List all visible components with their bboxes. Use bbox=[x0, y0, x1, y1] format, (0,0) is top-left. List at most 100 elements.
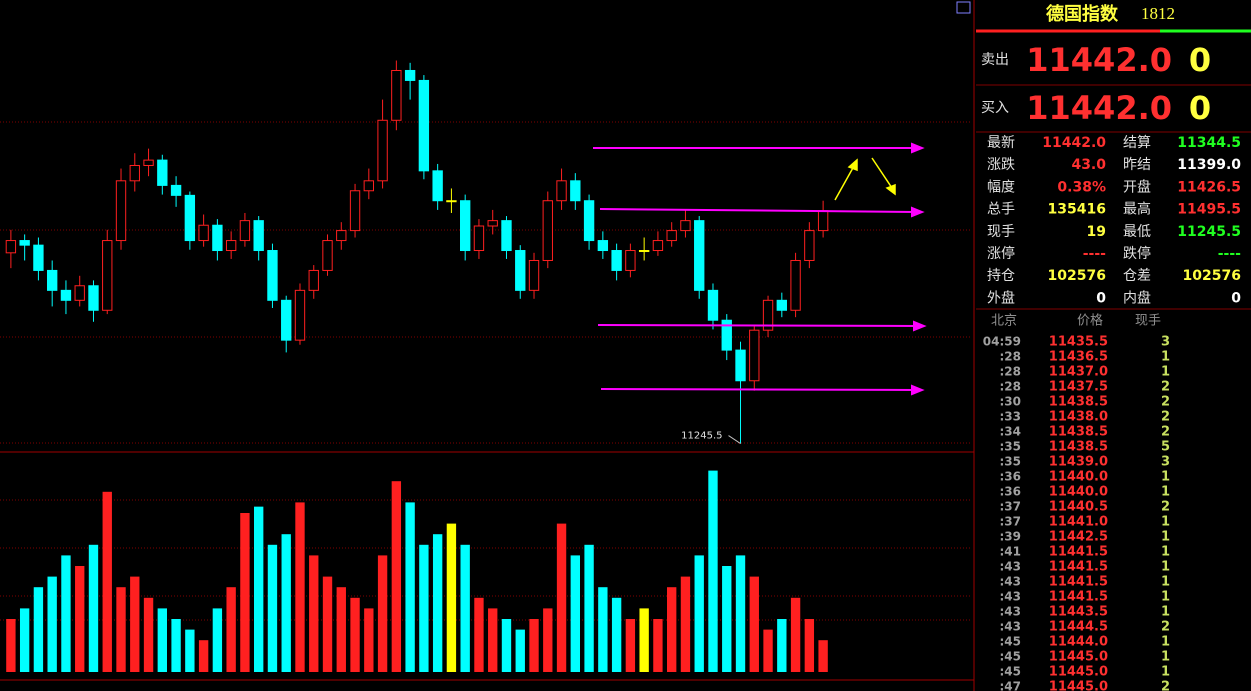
tick-time: :43 bbox=[1000, 575, 1022, 589]
volume-bar bbox=[667, 587, 677, 672]
field-label: 最新 bbox=[987, 135, 1015, 151]
tick-price: 11436.5 bbox=[1049, 350, 1108, 365]
tick-price: 11441.5 bbox=[1049, 575, 1108, 590]
candle-body bbox=[60, 289, 72, 301]
field-label: 结算 bbox=[1123, 135, 1151, 151]
tick-qty: 1 bbox=[1161, 365, 1170, 380]
tick-price: 11438.5 bbox=[1049, 440, 1108, 455]
field-label: 最低 bbox=[1123, 224, 1151, 240]
tick-price: 11438.0 bbox=[1049, 410, 1108, 425]
candle-body bbox=[721, 319, 732, 351]
tick-qty: 1 bbox=[1161, 470, 1170, 485]
volume-bar bbox=[474, 597, 484, 672]
candle-body bbox=[5, 240, 17, 254]
volume-bar bbox=[694, 555, 704, 672]
tick-price: 11445.0 bbox=[1049, 665, 1108, 680]
volume-bar bbox=[529, 619, 539, 672]
candle-body bbox=[625, 250, 636, 271]
tick-qty: 1 bbox=[1161, 605, 1170, 620]
volume-bar bbox=[818, 640, 828, 672]
field-value: 43.0 bbox=[1071, 157, 1106, 173]
tick-time: :43 bbox=[1000, 620, 1022, 634]
quote-fields: 最新 11442.0 结算 11344.5 涨跌 43.0 昨结 11399.0 幅度 0.38%… bbox=[987, 135, 1241, 306]
candle-body bbox=[528, 259, 540, 291]
tick-price: 11440.0 bbox=[1049, 485, 1108, 500]
volume-bar bbox=[350, 597, 360, 672]
field-value: ---- bbox=[1218, 246, 1241, 262]
tick-header: 北京 bbox=[991, 314, 1017, 329]
tick-qty: 2 bbox=[1161, 620, 1170, 635]
field-value: 11344.5 bbox=[1177, 135, 1241, 151]
candle-body bbox=[74, 285, 85, 301]
volume-bar bbox=[102, 491, 112, 672]
volume-bar bbox=[432, 534, 443, 672]
candle-body bbox=[473, 225, 485, 252]
volume-bar bbox=[556, 523, 567, 672]
candle-body bbox=[225, 240, 237, 252]
tick-time: :28 bbox=[1000, 380, 1022, 394]
tick-price: 11441.5 bbox=[1049, 560, 1108, 575]
volume-bar bbox=[6, 619, 16, 672]
candle-body bbox=[680, 220, 691, 232]
tick-qty: 2 bbox=[1161, 395, 1170, 410]
tick-price: 11445.0 bbox=[1049, 650, 1108, 665]
annotation-lines bbox=[593, 142, 927, 396]
volume-bar bbox=[185, 629, 195, 672]
tick-list: 北京 价格 现手 04:59 11435.5 3:28 11436.5 1:28 11437.0… bbox=[983, 313, 1170, 691]
volume-bar bbox=[419, 544, 429, 672]
tick-time: :37 bbox=[1000, 500, 1022, 514]
layout-icon[interactable] bbox=[956, 1, 971, 14]
candle-body bbox=[597, 240, 609, 252]
field-value: 0.38% bbox=[1057, 179, 1106, 195]
tick-time: :35 bbox=[1000, 440, 1022, 454]
candle-body bbox=[281, 299, 292, 341]
volume-bar bbox=[625, 619, 636, 672]
tick-time: :35 bbox=[1000, 455, 1022, 469]
sell-label: 卖出 bbox=[981, 52, 1009, 68]
candle-body bbox=[212, 224, 223, 252]
candle-body bbox=[542, 200, 553, 261]
tick-qty: 1 bbox=[1161, 575, 1170, 590]
tick-qty: 1 bbox=[1161, 560, 1170, 575]
tick-time: :45 bbox=[1000, 650, 1022, 664]
instrument-code: 1812 bbox=[1141, 4, 1175, 23]
volume-bar bbox=[460, 544, 470, 672]
volume-bar bbox=[584, 544, 594, 672]
volume-bar bbox=[130, 576, 140, 672]
candle-body bbox=[184, 194, 196, 242]
volume-bar bbox=[405, 502, 415, 672]
candle-body bbox=[762, 299, 774, 331]
tick-price: 11438.5 bbox=[1049, 395, 1108, 410]
candle-body bbox=[735, 349, 746, 382]
field-value: 0 bbox=[1231, 290, 1241, 306]
candle-body bbox=[790, 259, 801, 311]
field-label: 昨结 bbox=[1123, 157, 1151, 173]
volume-bar bbox=[295, 502, 305, 672]
candle-body bbox=[102, 240, 113, 311]
volume-bar bbox=[226, 587, 236, 672]
tick-qty: 1 bbox=[1161, 665, 1170, 680]
volume-bar bbox=[722, 566, 732, 672]
tick-price: 11439.0 bbox=[1049, 455, 1108, 470]
volume-bar bbox=[790, 597, 801, 672]
candle-body bbox=[322, 240, 333, 271]
tick-price: 11437.0 bbox=[1049, 365, 1108, 380]
sell-qty: 0 bbox=[1189, 41, 1211, 79]
candle-body bbox=[515, 250, 526, 291]
volume-bar bbox=[281, 534, 291, 672]
candle-body bbox=[404, 69, 416, 81]
field-value: 102576 bbox=[1048, 268, 1106, 284]
tick-price: 11444.5 bbox=[1049, 620, 1108, 635]
volume-bar bbox=[19, 608, 30, 672]
candle-body bbox=[652, 240, 664, 252]
field-label: 涨跌 bbox=[987, 157, 1015, 173]
tick-price: 11441.5 bbox=[1049, 590, 1108, 605]
volume-bar bbox=[611, 597, 622, 672]
field-label: 总手 bbox=[987, 202, 1015, 218]
candle-body bbox=[170, 184, 182, 196]
volume-bar bbox=[488, 608, 498, 672]
candle-body bbox=[143, 159, 154, 166]
volume-bar bbox=[570, 555, 580, 672]
field-label: 涨停 bbox=[987, 245, 1015, 262]
